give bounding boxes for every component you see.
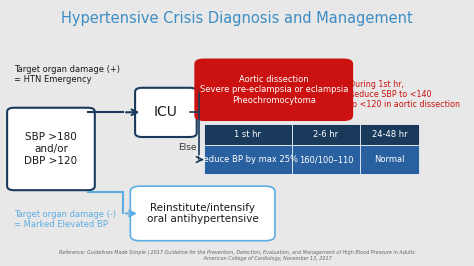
FancyBboxPatch shape	[135, 88, 197, 137]
FancyBboxPatch shape	[292, 124, 360, 145]
Text: Hypertensive Crisis Diagnosis and Management: Hypertensive Crisis Diagnosis and Manage…	[61, 11, 413, 26]
Text: During 1st hr,
Reduce SBP to <140
to <120 in aortic dissection: During 1st hr, Reduce SBP to <140 to <12…	[349, 80, 460, 109]
FancyBboxPatch shape	[204, 124, 292, 145]
Text: 2-6 hr: 2-6 hr	[313, 130, 338, 139]
FancyBboxPatch shape	[204, 145, 292, 174]
FancyBboxPatch shape	[130, 186, 275, 241]
Text: SBP >180
and/or
DBP >120: SBP >180 and/or DBP >120	[24, 132, 78, 165]
Text: 24-48 hr: 24-48 hr	[372, 130, 408, 139]
FancyBboxPatch shape	[360, 124, 419, 145]
Text: Else: Else	[178, 143, 197, 152]
Text: Reinstitute/intensify
oral antihypertensive: Reinstitute/intensify oral antihypertens…	[147, 203, 258, 224]
Text: Aortic dissection
Severe pre-eclampsia or eclampsia
Pheochromocytoma: Aortic dissection Severe pre-eclampsia o…	[200, 75, 348, 105]
FancyBboxPatch shape	[360, 145, 419, 174]
Text: 1 st hr: 1 st hr	[234, 130, 261, 139]
Text: Target organ damage (-)
= Marked Elevated BP: Target organ damage (-) = Marked Elevate…	[14, 210, 116, 229]
FancyBboxPatch shape	[292, 145, 360, 174]
Text: ICU: ICU	[154, 105, 178, 119]
Text: Reference: Guidelines Made Simple | 2017 Guideline for the Prevention, Detection: Reference: Guidelines Made Simple | 2017…	[59, 250, 415, 261]
Text: If...: If...	[197, 69, 210, 78]
Text: Normal: Normal	[374, 155, 405, 164]
Text: Reduce BP by max 25%: Reduce BP by max 25%	[198, 155, 298, 164]
Text: Target organ damage (+)
= HTN Emergency: Target organ damage (+) = HTN Emergency	[14, 65, 120, 84]
FancyBboxPatch shape	[194, 59, 353, 121]
FancyBboxPatch shape	[7, 108, 95, 190]
Text: 160/100–110: 160/100–110	[299, 155, 353, 164]
